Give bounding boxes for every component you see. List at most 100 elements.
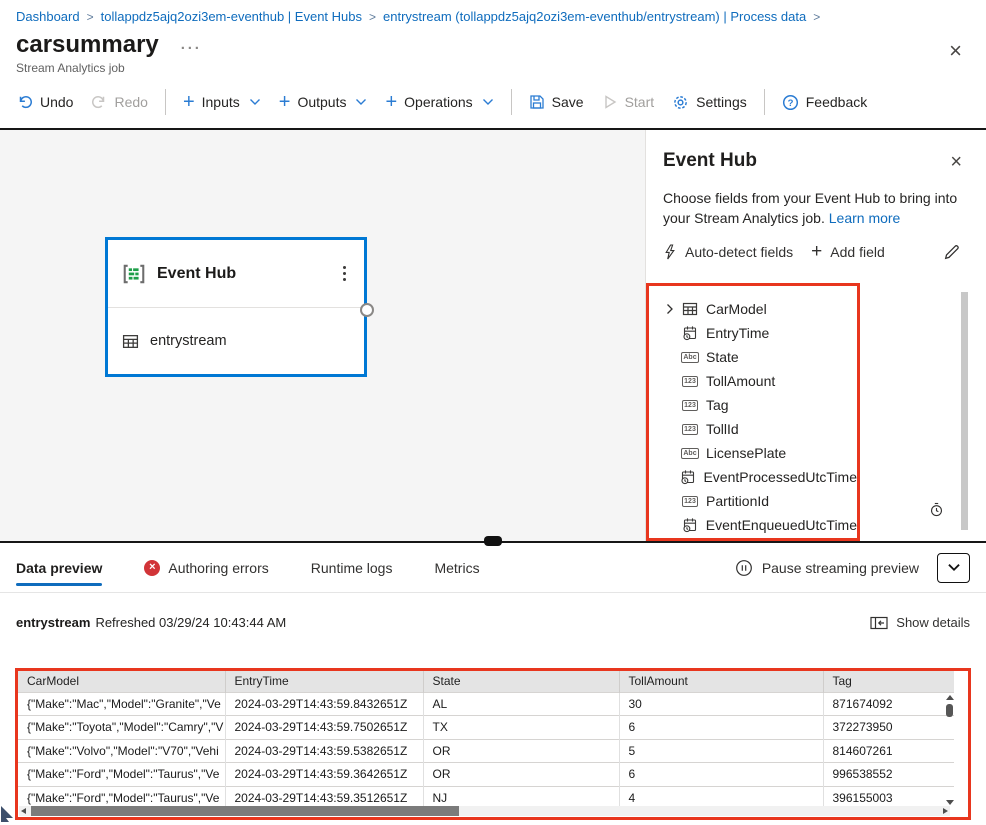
- feedback-button[interactable]: ? Feedback: [773, 89, 876, 116]
- panel-description: Choose fields from your Event Hub to bri…: [663, 190, 958, 226]
- table-cell: 814607261: [823, 738, 954, 763]
- add-outputs-button[interactable]: + Outputs: [270, 89, 377, 115]
- breadcrumb-link[interactable]: entrystream (tollappdz5ajq2ozi3em-eventh…: [383, 9, 807, 24]
- tab-data-preview[interactable]: Data preview: [16, 543, 103, 592]
- breadcrumb: Dashboard > tollappdz5ajq2ozi3em-eventhub …: [0, 0, 986, 24]
- table-vertical-scrollbar[interactable]: [944, 695, 956, 805]
- add-field-button[interactable]: + Add field: [811, 241, 885, 263]
- more-options-ellipsis-icon[interactable]: ···: [180, 39, 202, 57]
- panel-scrollbar[interactable]: [961, 292, 968, 530]
- toolbar-separator: [763, 89, 765, 115]
- add-inputs-button[interactable]: + Inputs: [174, 89, 270, 115]
- start-button[interactable]: Start: [593, 89, 664, 115]
- table-cell: 6: [619, 715, 824, 739]
- svg-text:?: ?: [787, 97, 793, 108]
- horizontal-scroll-thumb[interactable]: [31, 806, 460, 816]
- tab-label: Authoring errors: [168, 559, 269, 576]
- field-row-carmodel[interactable]: CarModel: [649, 297, 857, 321]
- field-label: State: [706, 349, 739, 365]
- node-menu-kebab-icon[interactable]: [339, 262, 350, 285]
- pause-streaming-button[interactable]: Pause streaming preview: [735, 559, 919, 577]
- edit-pencil-icon[interactable]: [943, 244, 960, 261]
- node-input-row[interactable]: entrystream: [108, 308, 364, 374]
- field-row-entrytime[interactable]: EntryTime: [649, 321, 857, 345]
- datetime-type-icon: [681, 517, 699, 533]
- field-label: CarModel: [706, 301, 767, 317]
- page-subtitle: Stream Analytics job: [16, 61, 125, 75]
- gear-icon: [672, 94, 689, 111]
- learn-more-link[interactable]: Learn more: [828, 209, 901, 226]
- table-row: {"Make":"Ford","Model":"Taurus","Ve 2024-…: [18, 762, 954, 786]
- node-title: Event Hub: [157, 264, 237, 282]
- field-row-tollamount[interactable]: 123 TollAmount: [649, 369, 857, 393]
- field-row-eventprocessedutctime[interactable]: EventProcessedUtcTime: [649, 465, 857, 489]
- field-label: TollId: [706, 421, 739, 437]
- tab-authoring-errors[interactable]: × Authoring errors: [144, 543, 269, 592]
- field-row-tollid[interactable]: 123 TollId: [649, 417, 857, 441]
- scroll-left-arrow-icon[interactable]: [21, 808, 26, 814]
- table-cell: OR: [423, 738, 620, 763]
- datetime-icon: [681, 470, 695, 485]
- add-operations-button[interactable]: + Operations: [376, 89, 502, 115]
- datetime-type-icon: [681, 325, 699, 341]
- field-label: PartitionId: [706, 493, 770, 509]
- tab-metrics[interactable]: Metrics: [434, 543, 479, 592]
- column-header-carmodel: CarModel: [18, 671, 226, 692]
- tab-runtime-logs[interactable]: Runtime logs: [311, 543, 393, 592]
- field-row-eventenqueuedutctime[interactable]: EventEnqueuedUtcTime: [649, 513, 857, 537]
- table-cell: 5: [619, 738, 824, 763]
- field-row-licenseplate[interactable]: Abc LicensePlate: [649, 441, 857, 465]
- diagram-canvas[interactable]: Event Hub entrystream: [0, 130, 645, 541]
- event-hub-node[interactable]: Event Hub entrystream: [105, 237, 374, 377]
- breadcrumb-separator: >: [813, 10, 821, 24]
- redo-button[interactable]: Redo: [82, 89, 156, 115]
- scroll-down-arrow-icon[interactable]: [946, 800, 954, 805]
- node-output-connector[interactable]: [360, 303, 374, 317]
- node-divider: [108, 307, 364, 308]
- collapse-panel-button[interactable]: [937, 552, 970, 583]
- number-type-icon: 123: [682, 423, 698, 435]
- refresh-timer-icon[interactable]: [929, 502, 944, 517]
- tab-bar: Data preview × Authoring errors Runtime log…: [0, 543, 986, 593]
- chevron-down-icon: [249, 98, 261, 106]
- field-label: Tag: [706, 397, 729, 413]
- scroll-right-arrow-icon[interactable]: [943, 808, 948, 814]
- page-header: Dashboard > tollappdz5ajq2ozi3em-eventhub …: [0, 0, 986, 130]
- table-row: {"Make":"Ford","Model":"Taurus","Ve 2024-…: [18, 785, 954, 810]
- mouse-cursor: [0, 804, 16, 825]
- auto-detect-fields-button[interactable]: Auto-detect fields: [663, 244, 793, 260]
- panel-resize-handle[interactable]: [484, 536, 502, 546]
- breadcrumb-link[interactable]: tollappdz5ajq2ozi3em-eventhub | Event Hu…: [100, 9, 363, 24]
- table-cell: 372273950: [823, 715, 954, 739]
- pause-circle-icon: [735, 559, 753, 577]
- field-row-partitionid[interactable]: 123 PartitionId: [649, 489, 857, 513]
- chevron-right-icon[interactable]: [666, 303, 681, 315]
- table-cell: 996538552: [823, 762, 954, 786]
- close-page-icon[interactable]: ×: [949, 38, 962, 63]
- refreshed-timestamp: Refreshed 03/29/24 10:43:44 AM: [95, 615, 287, 630]
- undo-icon: [17, 94, 33, 110]
- field-row-tag[interactable]: 123 Tag: [649, 393, 857, 417]
- node-header: Event Hub: [108, 240, 364, 307]
- bottom-panel: Data preview × Authoring errors Runtime log…: [0, 536, 986, 825]
- column-header-tag: Tag: [823, 671, 954, 692]
- node-input-name: entrystream: [150, 333, 227, 349]
- breadcrumb-separator: >: [369, 10, 377, 24]
- vertical-scroll-thumb[interactable]: [946, 704, 953, 717]
- title-row: carsummary ···: [0, 24, 986, 59]
- show-details-button[interactable]: Show details: [870, 615, 970, 630]
- preview-source-name: entrystream: [16, 615, 91, 630]
- panel-close-icon[interactable]: ×: [950, 151, 962, 173]
- toolbar-separator: [510, 89, 512, 115]
- table-horizontal-scrollbar[interactable]: [19, 806, 950, 816]
- settings-button[interactable]: Settings: [663, 89, 756, 116]
- scroll-up-arrow-icon[interactable]: [946, 695, 954, 700]
- field-row-state[interactable]: Abc State: [649, 345, 857, 369]
- table-row: {"Make":"Mac","Model":"Granite","Ve 2024-…: [18, 691, 954, 716]
- data-preview-table: CarModel EntryTime State TollAmount Tag {"Ma…: [18, 671, 954, 810]
- breadcrumb-link[interactable]: Dashboard: [16, 9, 80, 24]
- undo-button[interactable]: Undo: [8, 89, 82, 115]
- save-button[interactable]: Save: [520, 89, 593, 115]
- table-cell: 2024-03-29T14:43:59.3512651Z: [225, 785, 424, 810]
- chevron-down-icon: [355, 98, 367, 106]
